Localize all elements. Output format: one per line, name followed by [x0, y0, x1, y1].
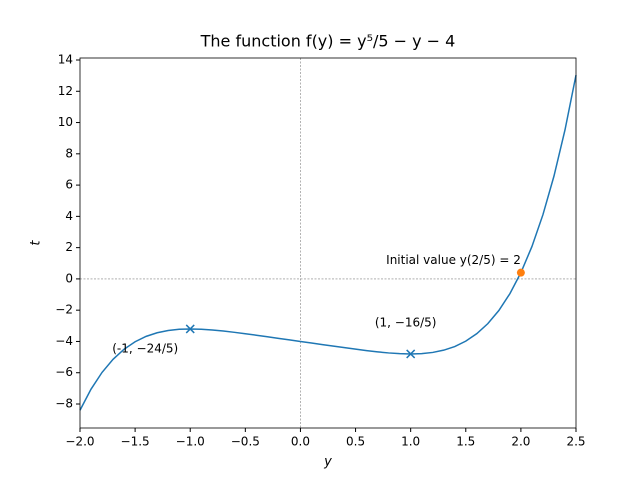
x-tick-label: −0.5: [231, 435, 260, 449]
x-tick-label: −1.5: [121, 435, 150, 449]
y-tick-label: 10: [58, 115, 73, 129]
y-tick-label: 12: [58, 84, 73, 98]
y-tick-label: −4: [55, 334, 73, 348]
y-tick-label: −8: [55, 396, 73, 410]
y-tick-label: −6: [55, 365, 73, 379]
annotation: (-1, −24/5): [112, 341, 178, 355]
x-tick-label: 0.0: [291, 435, 310, 449]
y-tick-label: 4: [65, 209, 73, 223]
x-tick-label: 2.0: [511, 435, 530, 449]
point-marker: [516, 268, 525, 277]
x-tick-label: 2.5: [566, 435, 585, 449]
point-marker: [185, 324, 195, 334]
y-tick-label: −2: [55, 303, 73, 317]
line: [79, 75, 577, 411]
x-axis-label: y: [323, 455, 332, 470]
chart-title: The function f(y) = y⁵/5 − y − 4: [200, 32, 456, 51]
x-tick-label: 1.5: [456, 435, 475, 449]
y-tick-label: 8: [65, 146, 73, 160]
x-tick-label: 1.0: [401, 435, 420, 449]
y-axis-label: t: [29, 240, 44, 246]
annotation: Initial value y(2/5) = 2: [386, 253, 521, 267]
plot-frame: [79, 57, 577, 429]
point-marker: [406, 349, 416, 359]
y-tick-label: 6: [65, 178, 73, 192]
y-tick-label: 0: [65, 271, 73, 285]
x-tick-label: 0.5: [346, 435, 365, 449]
x-tick-label: −1.0: [176, 435, 205, 449]
x-tick-label: −2.0: [65, 435, 94, 449]
y-tick-label: 2: [65, 240, 73, 254]
y-tick-label: 14: [58, 53, 73, 67]
annotation: (1, −16/5): [375, 315, 437, 329]
